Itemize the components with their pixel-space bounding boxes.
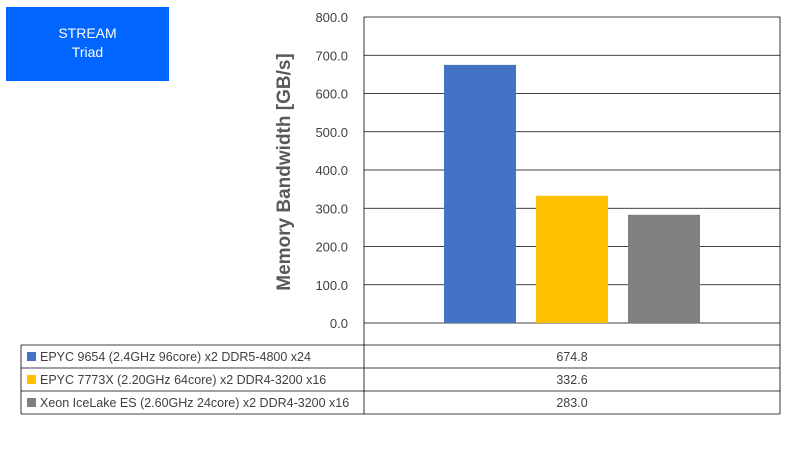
chart-title-box: STREAM Triad bbox=[6, 7, 169, 81]
y-tick-label: 800.0 bbox=[315, 10, 348, 25]
data-label: 674.8 bbox=[556, 350, 587, 364]
chart-subtitle: Triad bbox=[71, 44, 104, 60]
data-label: 283.0 bbox=[556, 396, 587, 410]
legend-swatch bbox=[27, 398, 36, 407]
y-tick-label: 0.0 bbox=[330, 316, 348, 331]
chart-title: STREAM bbox=[58, 25, 117, 41]
bar bbox=[444, 64, 516, 323]
table-row: EPYC 9654 (2.4GHz 96core) x2 DDR5-4800 x… bbox=[27, 350, 588, 364]
legend-swatch bbox=[27, 352, 36, 361]
legend-label: EPYC 9654 (2.4GHz 96core) x2 DDR5-4800 x… bbox=[40, 350, 311, 364]
y-tick-label: 200.0 bbox=[315, 240, 348, 255]
data-table: EPYC 9654 (2.4GHz 96core) x2 DDR5-4800 x… bbox=[20, 323, 781, 415]
y-axis-ticks: 0.0 100.0 200.0 300.0 400.0 500.0 600.0 700.0 80… bbox=[315, 10, 348, 331]
y-tick-label: 500.0 bbox=[315, 125, 348, 140]
table-row: EPYC 7773X (2.20GHz 64core) x2 DDR4-3200… bbox=[27, 373, 588, 387]
y-axis-label: Memory Bandwidth [GB/s] bbox=[274, 53, 295, 291]
y-tick-label: 300.0 bbox=[315, 201, 348, 216]
table-row: Xeon IceLake ES (2.60GHz 24core) x2 DDR4… bbox=[27, 396, 588, 410]
y-tick-label: 400.0 bbox=[315, 163, 348, 178]
bar bbox=[536, 195, 608, 323]
y-tick-label: 600.0 bbox=[315, 87, 348, 102]
bars bbox=[444, 64, 700, 323]
legend-swatch bbox=[27, 375, 36, 384]
legend-label: EPYC 7773X (2.20GHz 64core) x2 DDR4-3200… bbox=[40, 373, 326, 387]
data-label: 332.6 bbox=[556, 373, 587, 387]
y-tick-label: 700.0 bbox=[315, 48, 348, 63]
legend-label: Xeon IceLake ES (2.60GHz 24core) x2 DDR4… bbox=[40, 396, 349, 410]
y-tick-label: 100.0 bbox=[315, 278, 348, 293]
bar bbox=[628, 214, 700, 323]
